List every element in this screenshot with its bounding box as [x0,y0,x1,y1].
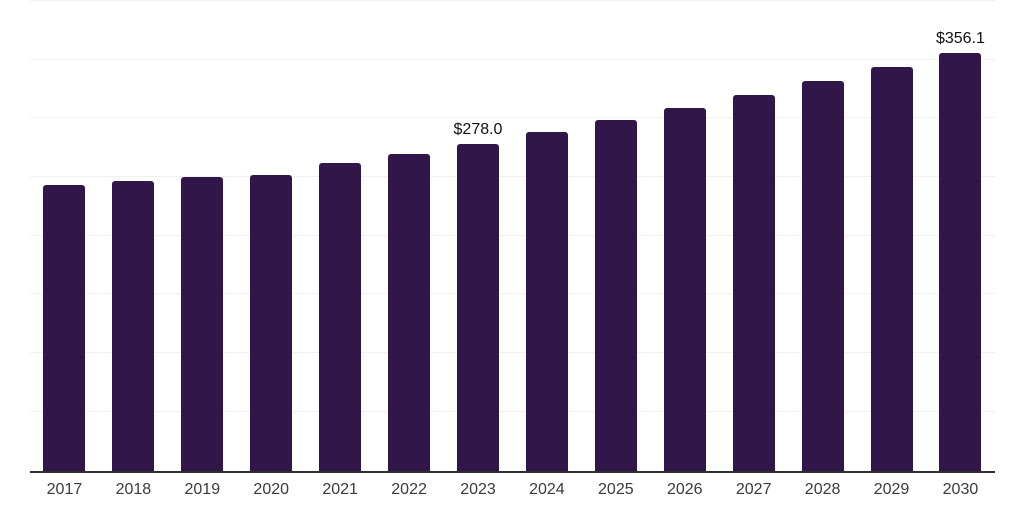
bar-band-2025 [581,1,650,471]
bar-2025 [594,120,637,471]
bars-row: $278.0 $356.1 [30,1,995,471]
x-tick-label-2018: 2018 [115,481,152,498]
bar-2030 [939,52,982,471]
value-label-2030: $356.1 [935,29,985,47]
bar-2019 [181,177,224,471]
x-tick-label-2029: 2029 [873,481,910,498]
gridline-200 [30,234,995,236]
bar-band-2029 [857,1,926,471]
x-tick-label-2021: 2021 [322,481,358,498]
bar-2028 [801,81,844,471]
x-tick-label-2024: 2024 [529,481,565,498]
bar-band-2022 [375,1,444,471]
bar-band-2030: $356.1 [926,1,995,471]
bar-band-2017 [30,1,99,471]
x-tick-label-2030: 2030 [942,481,979,498]
gridline-350 [30,58,995,60]
bar-2022 [388,154,431,471]
bar-2020 [250,174,293,471]
bar-band-2023: $278.0 [444,1,513,471]
bar-band-2020 [237,1,306,471]
bar-2018 [112,181,155,471]
bar-2017 [43,184,86,471]
bar-band-2027 [719,1,788,471]
x-tick-label-2026: 2026 [666,481,703,498]
bar-2023 [456,144,499,471]
bar-band-2019 [168,1,237,471]
x-tick-label-2027: 2027 [735,481,772,498]
x-axis-tick-labels: 2017 2018 2019 2020 2021 2022 2023 2024 2025 2026… [30,482,995,498]
x-tick-label-2028: 2028 [804,481,841,498]
gridline-400 [30,0,995,1]
x-tick-label-2025: 2025 [598,481,634,498]
bar-band-2018 [99,1,168,471]
bar-band-2026 [650,1,719,471]
bar-band-2021 [306,1,375,471]
gridline-50 [30,410,995,412]
gridline-250 [30,176,995,178]
x-tick-label-2020: 2020 [253,481,290,498]
gridline-150 [30,293,995,295]
x-tick-label-2022: 2022 [391,481,427,498]
x-tick-label-2017: 2017 [46,481,83,498]
bar-2021 [319,162,362,471]
x-tick-label-2023: 2023 [460,481,496,498]
bar-band-2028 [788,1,857,471]
bar-2024 [525,132,568,471]
bar-band-2024 [512,1,581,471]
x-tick-label-2019: 2019 [184,481,221,498]
gridline-100 [30,352,995,354]
plot-area: $278.0 $356.1 [30,0,995,473]
bar-2027 [732,94,775,471]
gridline-300 [30,117,995,119]
bar-2026 [663,107,706,471]
bar-2029 [870,67,913,471]
value-label-2023: $278.0 [453,121,503,139]
